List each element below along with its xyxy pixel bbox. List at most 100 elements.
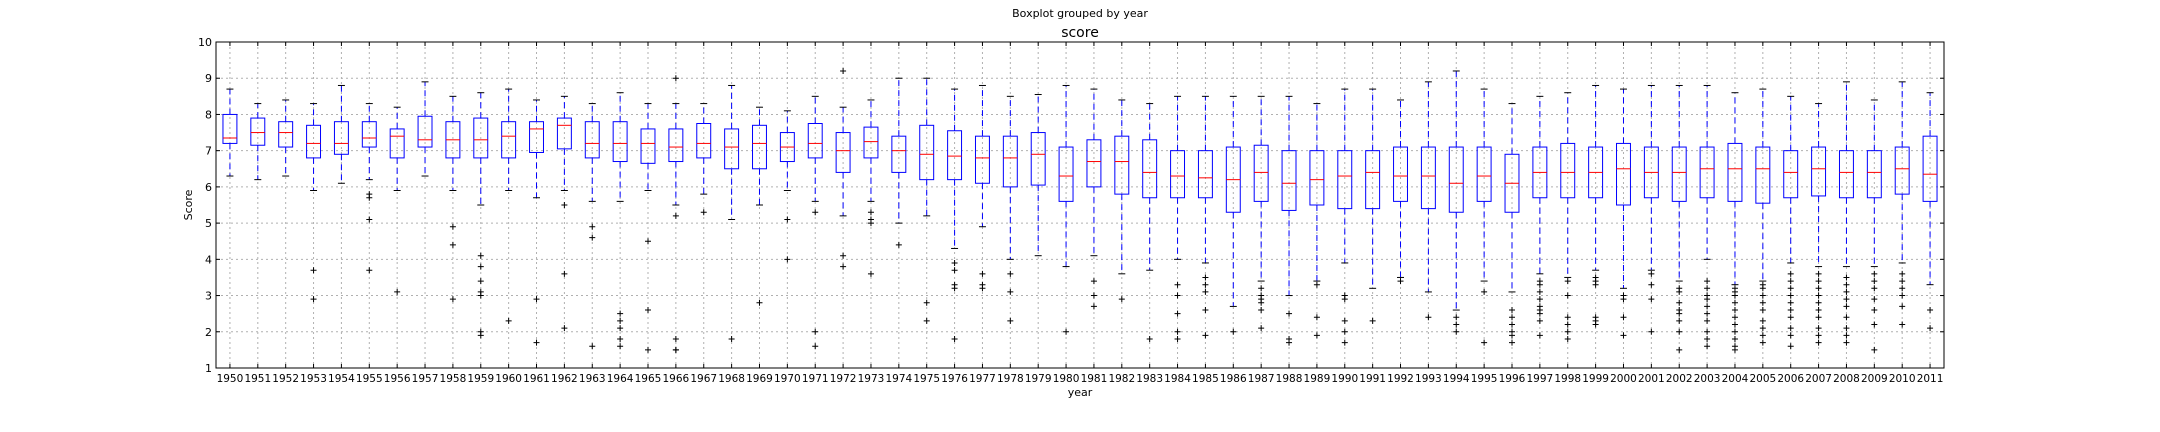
outlier-marker	[589, 343, 596, 350]
outlier-marker	[1620, 332, 1627, 339]
x-tick-label: 1958	[440, 373, 467, 385]
outlier-marker	[812, 328, 819, 335]
y-tick-label: 9	[205, 72, 212, 85]
outlier-marker	[1536, 310, 1543, 317]
outlier-marker	[1759, 292, 1766, 299]
outlier-marker	[1509, 321, 1515, 328]
x-tick-label: 2006	[1777, 373, 1804, 385]
outlier-marker	[310, 296, 317, 303]
outlier-marker	[1843, 274, 1850, 281]
outlier-marker	[1731, 299, 1738, 306]
outlier-marker	[1564, 314, 1571, 321]
outlier-marker	[867, 270, 874, 277]
box-2001	[1643, 84, 1659, 335]
x-tick-label: 1972	[830, 373, 857, 385]
outlier-marker	[951, 259, 958, 266]
outlier-marker	[1286, 310, 1293, 317]
box-1974	[891, 77, 907, 248]
outlier-marker	[784, 216, 791, 223]
outlier-marker	[1787, 292, 1794, 299]
outlier-marker	[867, 220, 874, 227]
outlier-marker	[1731, 292, 1738, 299]
iqr-box	[640, 128, 656, 164]
x-tick-label: 1952	[272, 373, 299, 385]
outlier-marker	[617, 343, 624, 350]
box-1979	[1030, 94, 1046, 257]
outlier-marker	[1759, 307, 1766, 314]
iqr-box	[835, 132, 851, 173]
outlier-marker	[672, 75, 679, 82]
outlier-marker	[1341, 339, 1348, 346]
outlier-marker	[1592, 321, 1599, 328]
iqr-box	[947, 130, 963, 181]
outlier-marker	[1787, 343, 1794, 350]
outlier-marker	[1202, 288, 1209, 295]
x-tick-label: 1959	[467, 373, 494, 385]
outlier-marker	[477, 278, 484, 285]
outlier-marker	[1899, 292, 1906, 299]
outlier-marker	[617, 317, 624, 324]
x-tick-label: 1984	[1164, 373, 1191, 385]
iqr-box	[724, 128, 740, 170]
outlier-marker	[979, 270, 986, 277]
outlier-marker	[1509, 314, 1515, 321]
outlier-marker	[1090, 303, 1097, 310]
iqr-box	[1838, 150, 1854, 199]
outlier-marker	[840, 252, 847, 259]
outlier-marker	[979, 285, 986, 292]
iqr-box	[1671, 146, 1687, 202]
outlier-marker	[1871, 346, 1878, 353]
outlier-marker	[1815, 314, 1822, 321]
box-1975	[919, 77, 935, 324]
x-tick-label: 2009	[1861, 373, 1888, 385]
x-tick-label: 2011	[1917, 373, 1944, 385]
outlier-marker	[1759, 317, 1766, 324]
box-1985	[1197, 95, 1213, 339]
outlier-marker	[1899, 278, 1906, 285]
x-tick-label: 1980	[1053, 373, 1080, 385]
outlier-marker	[477, 292, 484, 299]
x-tick-label: 1953	[300, 373, 327, 385]
outlier-marker	[840, 67, 847, 74]
box-1970	[779, 110, 795, 263]
outlier-marker	[449, 296, 456, 303]
outlier-marker	[1759, 285, 1766, 292]
box-1967	[696, 103, 712, 216]
outlier-marker	[1843, 339, 1850, 346]
x-tick-label: 2005	[1749, 373, 1776, 385]
box-1952	[278, 99, 294, 177]
outlier-marker	[1481, 339, 1488, 346]
outlier-marker	[1927, 307, 1934, 314]
outlier-marker	[1509, 307, 1515, 314]
outlier-marker	[1731, 321, 1738, 328]
outlier-marker	[1704, 310, 1711, 317]
outlier-marker	[1787, 285, 1794, 292]
outlier-marker	[784, 256, 791, 263]
box-1957	[417, 81, 433, 177]
box-2007	[1811, 103, 1827, 346]
x-tick-label: 1973	[858, 373, 885, 385]
outlier-marker	[1202, 274, 1209, 281]
box-2000	[1616, 88, 1631, 339]
iqr-box	[919, 124, 935, 181]
iqr-box	[361, 121, 377, 148]
x-tick-label: 1975	[913, 373, 940, 385]
y-tick-label: 7	[205, 145, 212, 158]
box-1964	[612, 92, 628, 350]
x-tick-label: 1950	[217, 373, 244, 385]
outlier-marker	[1843, 332, 1850, 339]
outlier-marker	[1313, 332, 1320, 339]
box-2003	[1699, 84, 1715, 350]
x-tick-label: 1978	[997, 373, 1024, 385]
outlier-marker	[561, 270, 568, 277]
x-tick-label: 1986	[1220, 373, 1247, 385]
x-tick-label: 1968	[718, 373, 745, 385]
box-1955	[361, 103, 377, 274]
outlier-marker	[1202, 332, 1209, 339]
x-tick-label: 1966	[663, 373, 690, 385]
iqr-box	[1420, 146, 1436, 210]
box-1995	[1476, 88, 1492, 346]
outlier-marker	[1369, 317, 1376, 324]
box-1978	[1002, 95, 1018, 324]
outlier-marker	[477, 332, 484, 339]
